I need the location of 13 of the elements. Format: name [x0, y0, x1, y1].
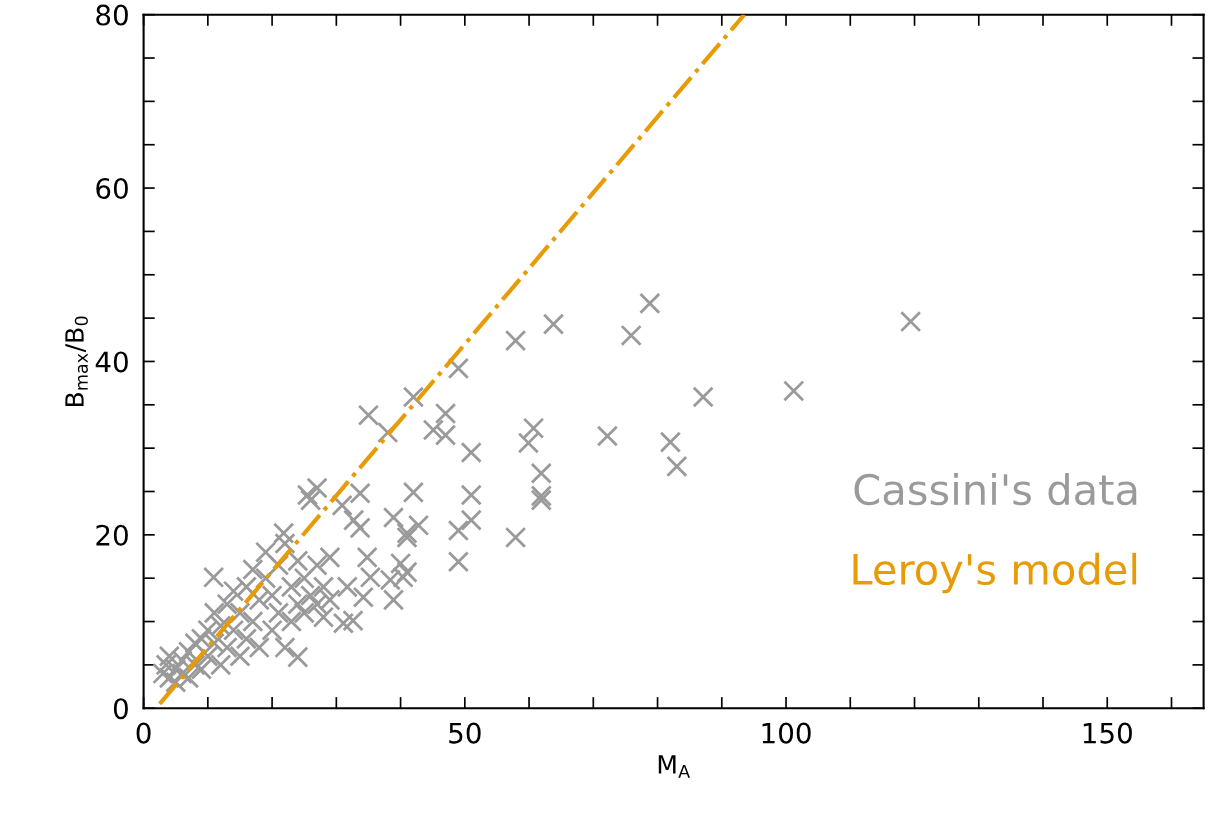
x-tick-label: 0 — [136, 722, 151, 744]
x-tick-label: 50 — [449, 722, 481, 744]
y-tick-label: 40 — [95, 351, 128, 373]
y-tick-label: 60 — [96, 178, 128, 200]
x-axis-title: M$_{A}$ — [658, 755, 690, 778]
y-tick-label: 0 — [113, 698, 128, 720]
x-tick-label: 100 — [762, 722, 811, 744]
y-tick-label: 80 — [96, 4, 128, 26]
y-axis-title: B$_{max}$/B$_{0}$ — [65, 316, 88, 406]
x-tick-label: 150 — [1083, 722, 1132, 744]
text: Leroy's model — [853, 552, 1137, 594]
y-tick-label: 20 — [96, 524, 128, 546]
text: Cassini's data — [854, 473, 1137, 506]
